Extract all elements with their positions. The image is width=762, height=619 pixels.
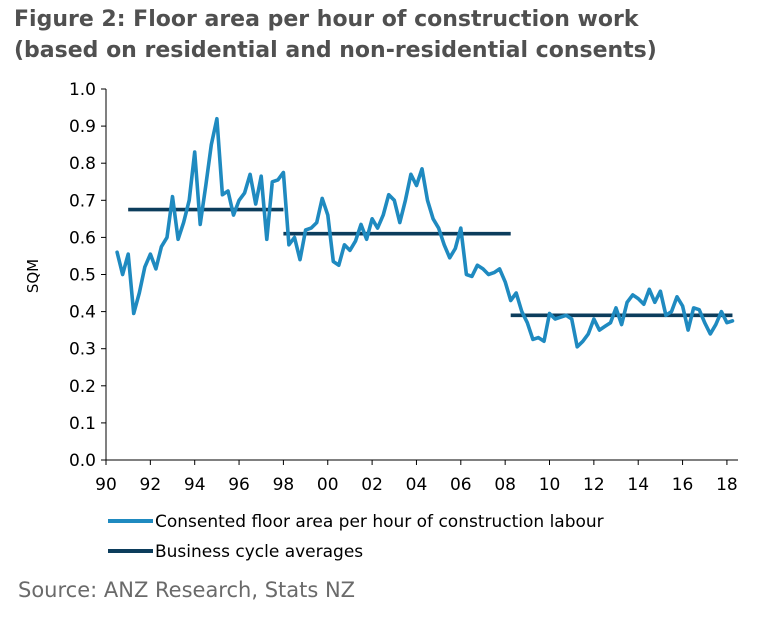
x-tick-label: 96 (228, 475, 250, 495)
y-tick-label: 0.2 (69, 377, 96, 397)
y-axis-label: SQM (24, 259, 42, 293)
floor-area-series-line (115, 116, 735, 349)
x-tick-label: 00 (317, 475, 339, 495)
y-tick-label: 0.4 (69, 303, 96, 323)
y-tick-label: 1.0 (69, 80, 96, 100)
x-tick-label: 92 (140, 475, 162, 495)
x-tick-label: 02 (361, 475, 383, 495)
x-tick-label: 12 (583, 475, 605, 495)
y-tick-label: 0.1 (69, 414, 96, 434)
x-tick-label: 10 (539, 475, 561, 495)
x-tick-label: 94 (184, 475, 206, 495)
x-tick-label: 90 (95, 475, 117, 495)
y-tick-label: 0.0 (69, 451, 96, 471)
source-note: Source: ANZ Research, Stats NZ (18, 578, 356, 602)
chart-title-line-2: (based on residential and non-residentia… (14, 38, 657, 63)
legend: Consented floor area per hour of constru… (108, 512, 604, 562)
x-tick-label: 16 (672, 475, 694, 495)
y-tick-label: 0.3 (69, 340, 96, 360)
y-tick-label: 0.6 (69, 228, 96, 248)
x-tick-label: 14 (627, 475, 649, 495)
x-tick-label: 06 (450, 475, 472, 495)
y-tick-label: 0.5 (69, 266, 96, 286)
y-axis: 0.0 0.1 0.2 0.3 0.4 0.5 0.6 0.7 0.8 0.9 1.0 (69, 80, 107, 471)
y-tick-label: 0.7 (69, 191, 96, 211)
x-tick-label: 18 (716, 475, 738, 495)
x-tick-label: 04 (406, 475, 428, 495)
y-tick-label: 0.8 (69, 154, 96, 174)
x-tick-label: 98 (273, 475, 295, 495)
legend-label-business-cycle: Business cycle averages (155, 542, 363, 562)
x-tick-label: 08 (494, 475, 516, 495)
business-cycle-averages-series (128, 207, 733, 318)
y-tick-label: 0.9 (69, 117, 96, 137)
legend-label-floor-area: Consented floor area per hour of constru… (155, 512, 604, 532)
chart-title-line-1: Figure 2: Floor area per hour of constru… (14, 7, 639, 32)
chart-title: Figure 2: Floor area per hour of constru… (14, 4, 754, 66)
x-axis: 90 92 94 96 98 00 02 04 06 08 10 12 14 16 18 (95, 459, 738, 495)
